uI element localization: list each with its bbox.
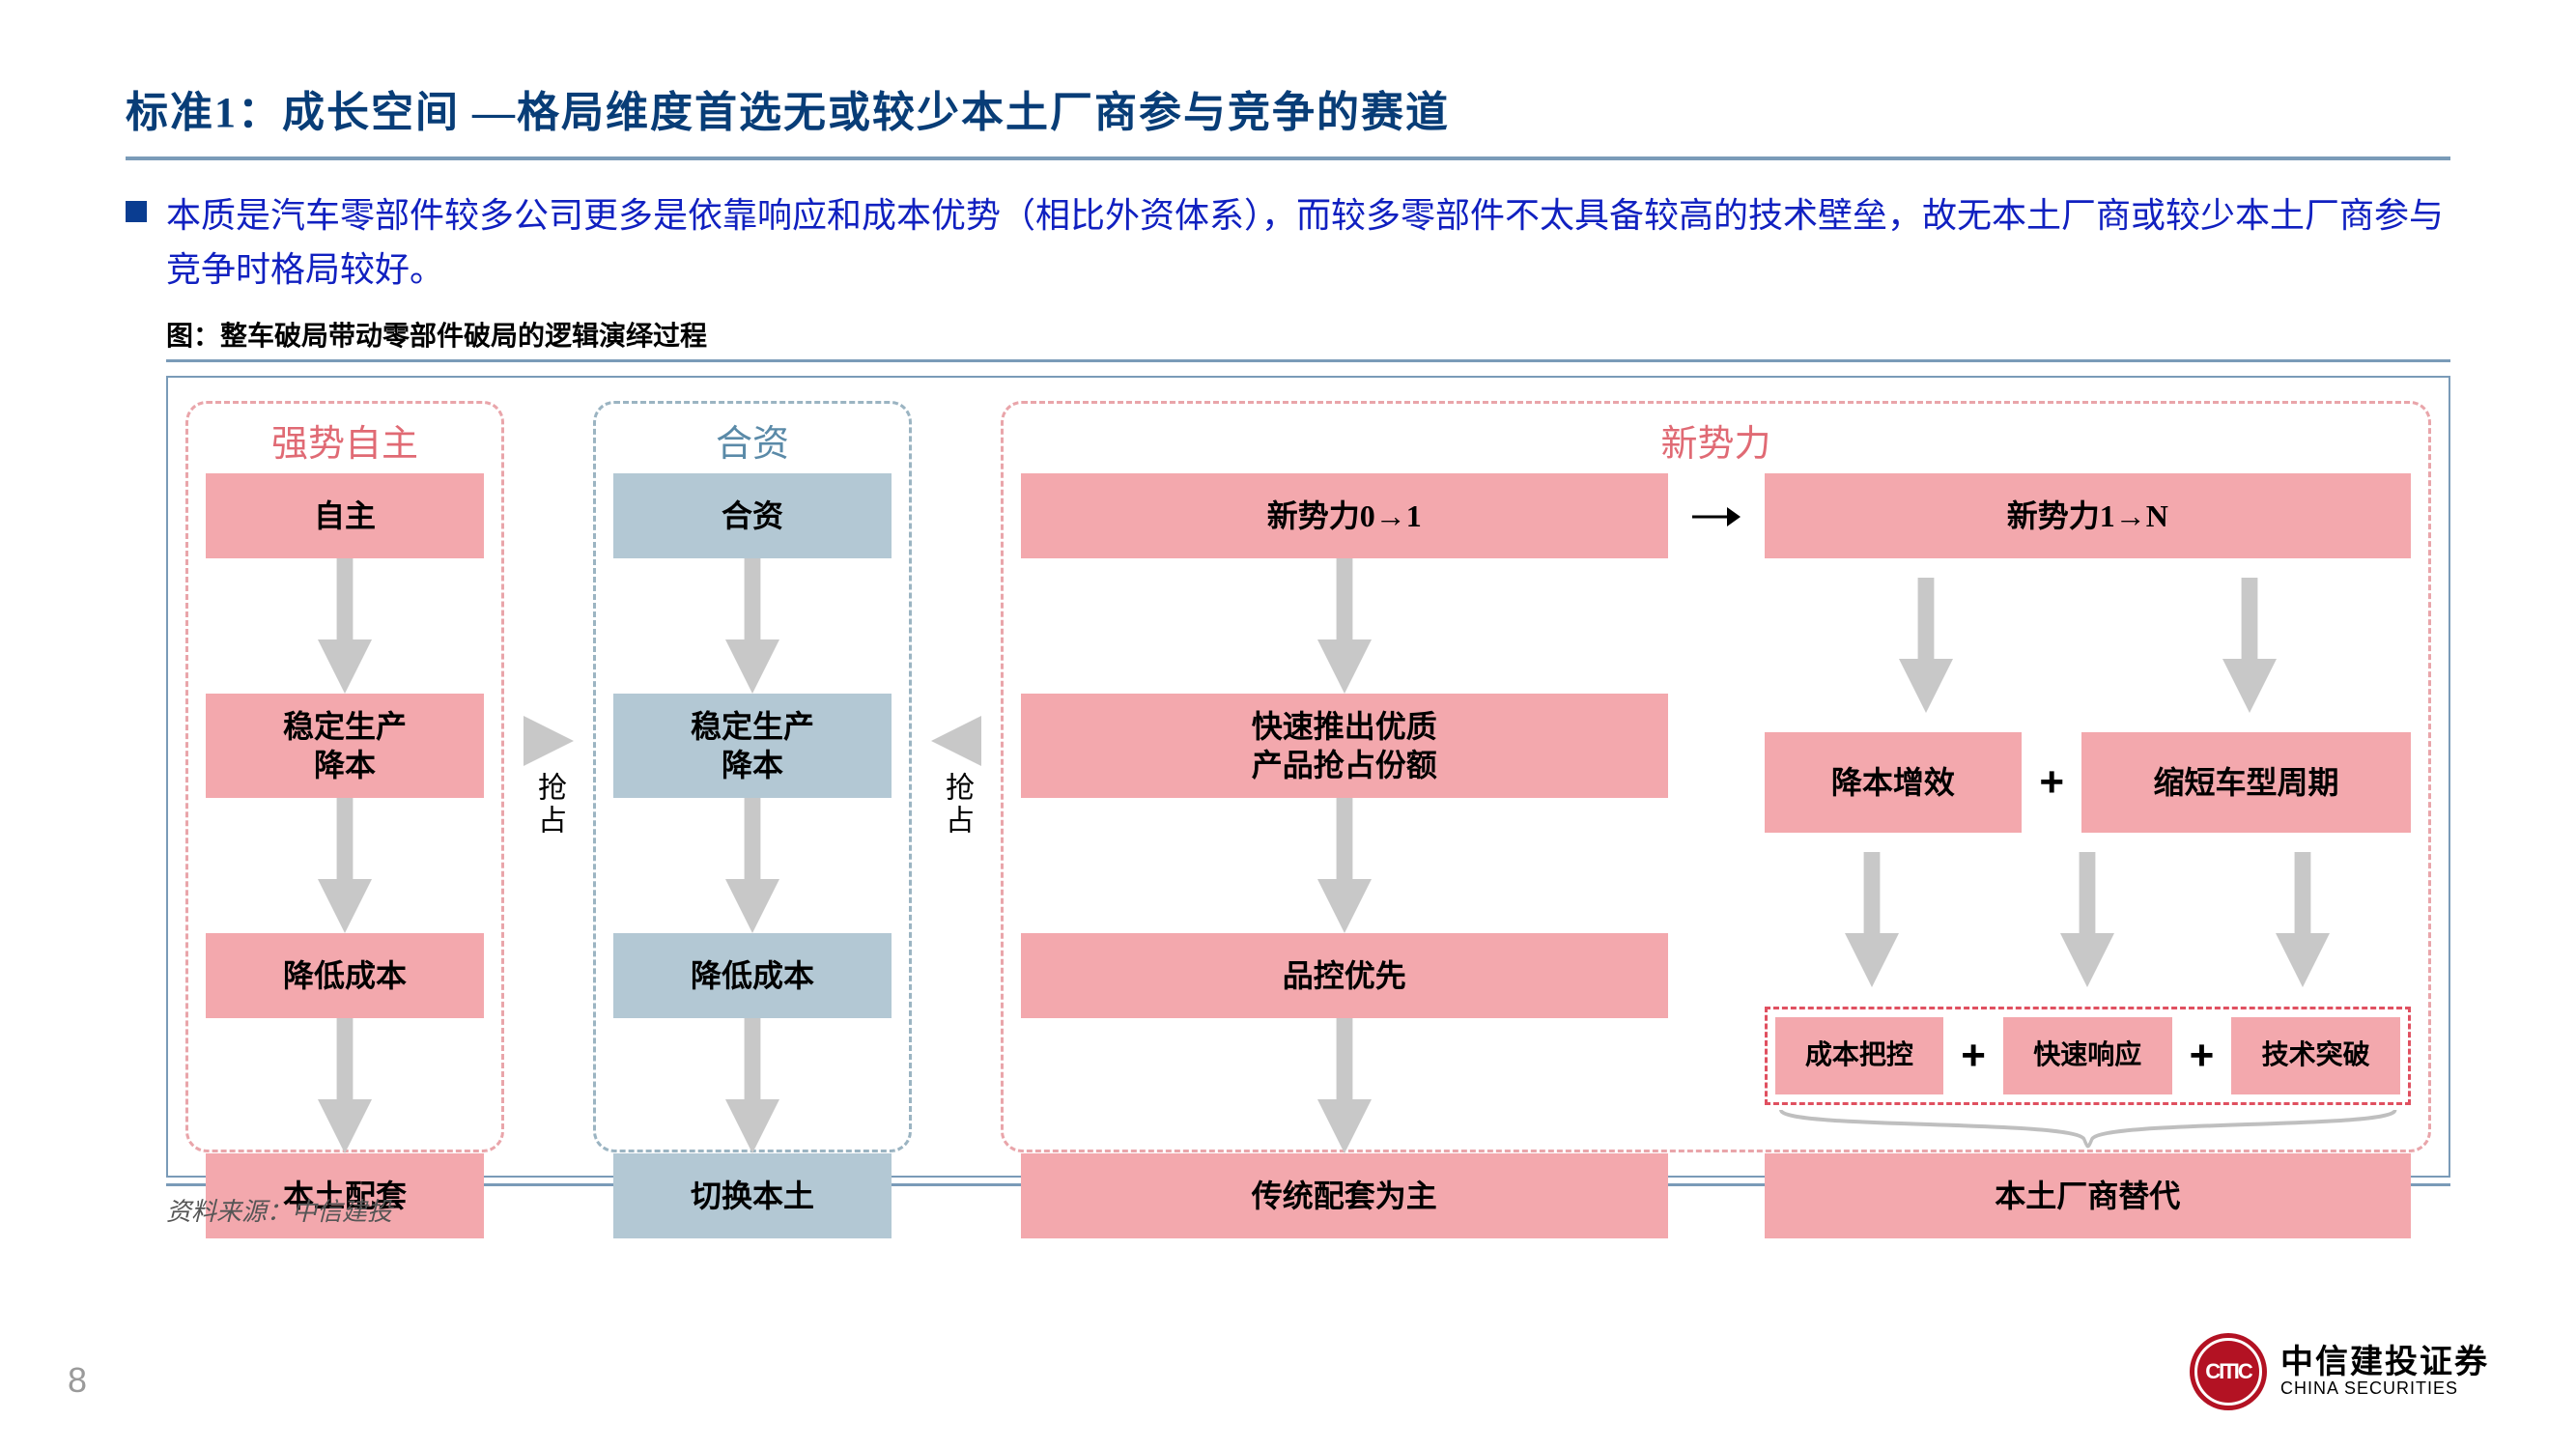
- right-arrow-icon: [1687, 473, 1745, 1238]
- down-arrow-icon: [1021, 798, 1668, 933]
- logo: CITIC 中信建投证券 CHINA SECURITIES: [2190, 1333, 2489, 1410]
- box: 降低成本: [206, 933, 484, 1018]
- between-right: 抢占: [925, 401, 987, 1152]
- box: 降低成本: [613, 933, 892, 1018]
- box: 本土厂商替代: [1765, 1153, 2412, 1238]
- down-arrow-icon: [1980, 833, 2195, 1007]
- box: 新势力1→N: [1765, 473, 2412, 558]
- down-arrow-icon: [2087, 558, 2411, 732]
- logo-badge-icon: CITIC: [2190, 1333, 2267, 1410]
- between-label: 抢占: [527, 772, 570, 838]
- figure-caption: 图：整车破局带动零部件破局的逻辑演绎过程: [166, 315, 2450, 362]
- nf-left-col: 新势力0→1 快速推出优质 产品抢占份额 品控优先 传统配套为主: [1021, 473, 1668, 1238]
- box: 快速推出优质 产品抢占份额: [1021, 694, 1668, 798]
- panel-title-jv: 合资: [716, 417, 789, 464]
- title-number: 1: [214, 89, 238, 136]
- down-arrow-icon: [206, 558, 484, 694]
- box: 传统配套为主: [1021, 1153, 1668, 1238]
- logo-en: CHINA SECURITIES: [2280, 1379, 2489, 1398]
- box: 成本把控: [1775, 1017, 1944, 1094]
- down-arrow-icon: [1021, 558, 1668, 694]
- panel-strong-self: 强势自主 自主 稳定生产 降本 降低成本 本土配套: [185, 401, 504, 1152]
- logo-badge-text: CITIC: [2205, 1359, 2250, 1384]
- title-prefix: 标准: [126, 89, 214, 136]
- bullet-text: 本质是汽车零部件较多公司更多是依靠响应和成本优势（相比外资体系），而较多零部件不…: [166, 189, 2450, 298]
- box: 稳定生产 降本: [613, 694, 892, 798]
- down-arrow-icon: [613, 1018, 892, 1153]
- down-arrow-icon: [1765, 558, 2088, 732]
- right-arrow-icon: [524, 716, 574, 766]
- box: 新势力0→1: [1021, 473, 1668, 558]
- slide-title: 标准1：成长空间 —格局维度首选无或较少本土厂商参与竞争的赛道: [126, 77, 2450, 160]
- box: 切换本土: [613, 1153, 892, 1238]
- between-left: 抢占: [518, 401, 580, 1152]
- down-arrow-icon: [206, 798, 484, 933]
- title-rest: ：成长空间 —格局维度首选无或较少本土厂商参与竞争的赛道: [238, 89, 1450, 136]
- box: 稳定生产 降本: [206, 694, 484, 798]
- panel-title-new-force: 新势力: [1660, 417, 1770, 464]
- bullet-square-icon: [126, 201, 147, 222]
- box: 降本增效: [1765, 732, 2023, 833]
- diagram: 强势自主 自主 稳定生产 降本 降低成本 本土配套 抢占 合资 合资 稳定生产 …: [166, 376, 2450, 1178]
- plus-icon: +: [2180, 1017, 2224, 1094]
- nf-right: 新势力1→N 降本增效 + 缩短车型周期: [1765, 473, 2412, 1238]
- panel-title-strong-self: 强势自主: [271, 417, 418, 464]
- between-label: 抢占: [935, 772, 977, 838]
- plus-icon: +: [2029, 732, 2074, 833]
- logo-cn: 中信建投证券: [2280, 1346, 2489, 1380]
- box: 缩短车型周期: [2081, 732, 2411, 833]
- panel-new-force: 新势力 新势力0→1 快速推出优质 产品抢占份额 品控优先 传统配套为主: [1001, 401, 2431, 1152]
- box: 合资: [613, 473, 892, 558]
- brace-icon: [1765, 1105, 2412, 1153]
- box: 快速响应: [2003, 1017, 2172, 1094]
- box: 技术突破: [2231, 1017, 2400, 1094]
- down-arrow-icon: [2195, 833, 2411, 1007]
- left-arrow-icon: [931, 716, 981, 766]
- box: 品控优先: [1021, 933, 1668, 1018]
- bullet-row: 本质是汽车零部件较多公司更多是依靠响应和成本优势（相比外资体系），而较多零部件不…: [126, 189, 2450, 298]
- dashed-group: 成本把控 + 快速响应 + 技术突破: [1765, 1007, 2412, 1105]
- box: 自主: [206, 473, 484, 558]
- plus-icon: +: [1951, 1017, 1996, 1094]
- page-number: 8: [68, 1360, 87, 1401]
- down-arrow-icon: [1765, 833, 1980, 1007]
- panel-jv: 合资 合资 稳定生产 降本 降低成本 切换本土: [593, 401, 912, 1152]
- down-arrow-icon: [1021, 1018, 1668, 1153]
- down-arrow-icon: [613, 798, 892, 933]
- down-arrow-icon: [613, 558, 892, 694]
- down-arrow-icon: [206, 1018, 484, 1153]
